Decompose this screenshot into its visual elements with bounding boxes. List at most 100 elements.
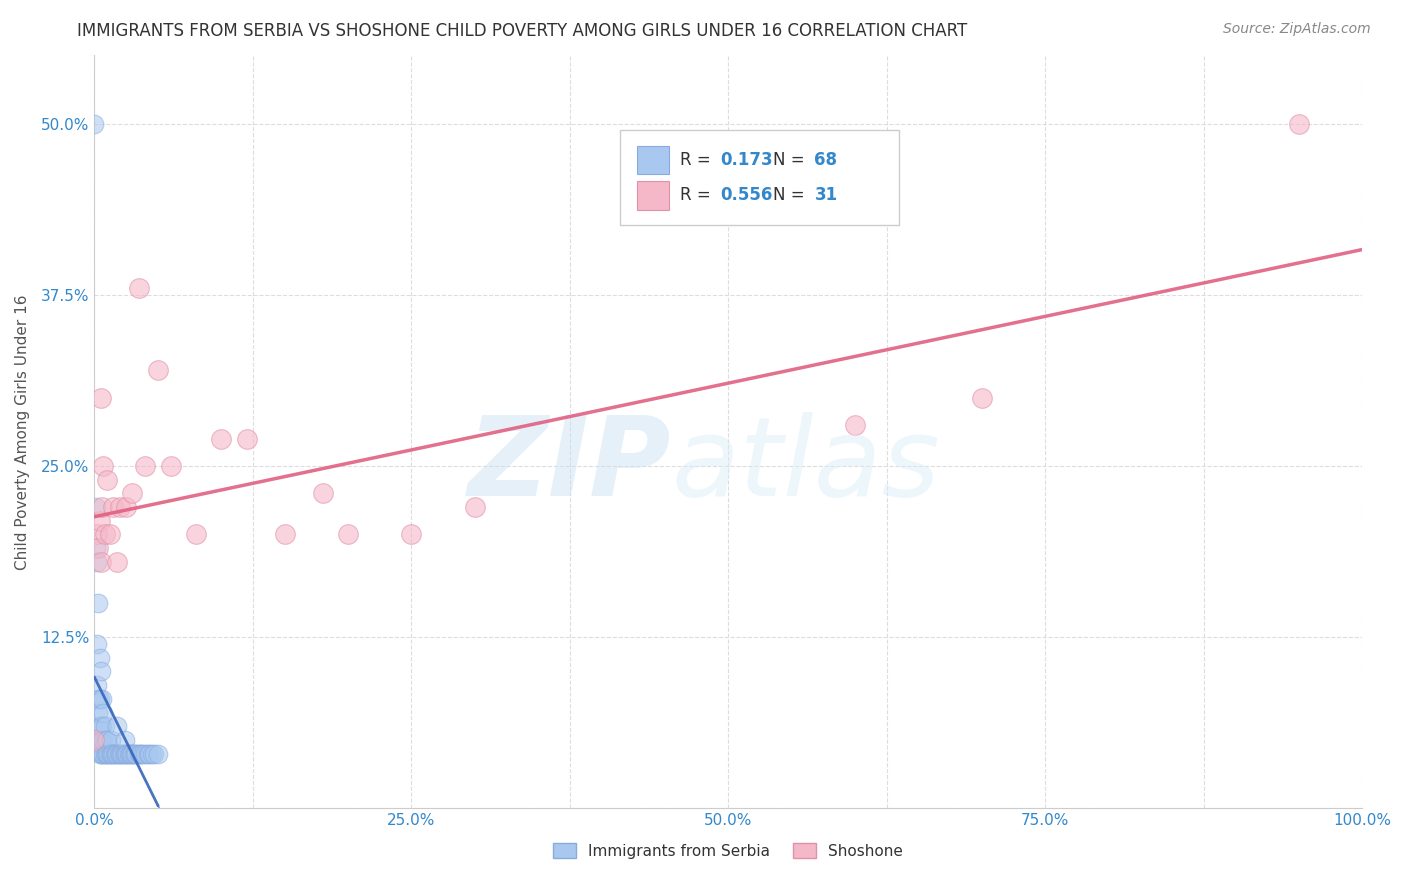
Point bbox=[844, 417, 866, 432]
Point bbox=[103, 747, 125, 761]
Point bbox=[131, 747, 153, 761]
Point bbox=[143, 747, 166, 761]
Point bbox=[89, 691, 111, 706]
Point bbox=[970, 391, 993, 405]
Point bbox=[146, 747, 169, 761]
Point bbox=[121, 486, 143, 500]
Point bbox=[93, 458, 115, 473]
Point bbox=[103, 500, 125, 515]
Point bbox=[129, 747, 152, 761]
Text: N =: N = bbox=[773, 186, 810, 204]
Point bbox=[121, 747, 143, 761]
Point bbox=[108, 747, 131, 761]
Point bbox=[84, 541, 107, 556]
Point bbox=[89, 747, 111, 761]
Point bbox=[90, 733, 112, 747]
Point bbox=[87, 706, 110, 720]
Point bbox=[100, 747, 122, 761]
Point bbox=[235, 432, 257, 446]
Point bbox=[87, 541, 110, 556]
Point bbox=[86, 678, 108, 692]
Point bbox=[86, 527, 108, 541]
Point bbox=[93, 747, 115, 761]
Point bbox=[273, 527, 295, 541]
Point bbox=[93, 733, 115, 747]
Point bbox=[209, 432, 232, 446]
Text: R =: R = bbox=[681, 186, 716, 204]
Text: IMMIGRANTS FROM SERBIA VS SHOSHONE CHILD POVERTY AMONG GIRLS UNDER 16 CORRELATIO: IMMIGRANTS FROM SERBIA VS SHOSHONE CHILD… bbox=[77, 22, 967, 40]
Point bbox=[89, 719, 111, 733]
Text: 0.173: 0.173 bbox=[721, 151, 773, 169]
Point bbox=[110, 747, 132, 761]
Point bbox=[93, 747, 115, 761]
Point bbox=[90, 555, 112, 569]
Point bbox=[118, 747, 141, 761]
Point bbox=[104, 747, 127, 761]
Point bbox=[111, 747, 134, 761]
Point bbox=[141, 747, 163, 761]
Point bbox=[90, 747, 112, 761]
Point bbox=[159, 458, 181, 473]
Point bbox=[91, 733, 114, 747]
Point bbox=[124, 747, 146, 761]
Point bbox=[115, 747, 138, 761]
Point bbox=[91, 719, 114, 733]
Point bbox=[89, 650, 111, 665]
Text: atlas: atlas bbox=[671, 412, 939, 519]
Point bbox=[96, 733, 118, 747]
Point bbox=[87, 733, 110, 747]
Text: 0.556: 0.556 bbox=[721, 186, 773, 204]
Point bbox=[93, 706, 115, 720]
Point bbox=[97, 747, 120, 761]
Point bbox=[105, 747, 128, 761]
Point bbox=[93, 719, 115, 733]
Point bbox=[94, 733, 117, 747]
Point bbox=[118, 747, 141, 761]
Text: 68: 68 bbox=[814, 151, 838, 169]
Point bbox=[464, 500, 486, 515]
Text: R =: R = bbox=[681, 151, 716, 169]
Point bbox=[311, 486, 333, 500]
Point bbox=[87, 691, 110, 706]
Point bbox=[98, 527, 121, 541]
Point bbox=[96, 747, 118, 761]
Y-axis label: Child Poverty Among Girls Under 16: Child Poverty Among Girls Under 16 bbox=[15, 294, 30, 569]
Point bbox=[86, 637, 108, 651]
Point bbox=[84, 500, 107, 515]
Text: Source: ZipAtlas.com: Source: ZipAtlas.com bbox=[1223, 22, 1371, 37]
Point bbox=[128, 281, 150, 295]
Point bbox=[90, 719, 112, 733]
FancyBboxPatch shape bbox=[620, 130, 900, 225]
Point bbox=[90, 665, 112, 679]
Point bbox=[134, 458, 156, 473]
Point bbox=[146, 363, 169, 377]
Point bbox=[89, 514, 111, 528]
Legend: Immigrants from Serbia, Shoshone: Immigrants from Serbia, Shoshone bbox=[547, 837, 910, 865]
Point bbox=[134, 747, 156, 761]
Point bbox=[336, 527, 359, 541]
Point bbox=[125, 747, 148, 761]
Point bbox=[98, 747, 121, 761]
Point bbox=[89, 733, 111, 747]
Point bbox=[107, 747, 129, 761]
Point bbox=[1288, 117, 1310, 131]
Point bbox=[117, 747, 139, 761]
Point bbox=[115, 500, 138, 515]
Bar bbox=[637, 181, 669, 210]
Point bbox=[105, 555, 128, 569]
Bar bbox=[637, 145, 669, 174]
Point bbox=[83, 117, 105, 131]
Point bbox=[93, 527, 115, 541]
Point bbox=[90, 391, 112, 405]
Point bbox=[128, 747, 150, 761]
Text: 31: 31 bbox=[814, 186, 838, 204]
Point bbox=[83, 733, 105, 747]
Point bbox=[105, 719, 128, 733]
Point bbox=[87, 596, 110, 610]
Point bbox=[94, 747, 117, 761]
Point bbox=[184, 527, 207, 541]
Text: ZIP: ZIP bbox=[468, 412, 671, 519]
Point bbox=[114, 747, 136, 761]
Point bbox=[131, 747, 153, 761]
Point bbox=[401, 527, 423, 541]
